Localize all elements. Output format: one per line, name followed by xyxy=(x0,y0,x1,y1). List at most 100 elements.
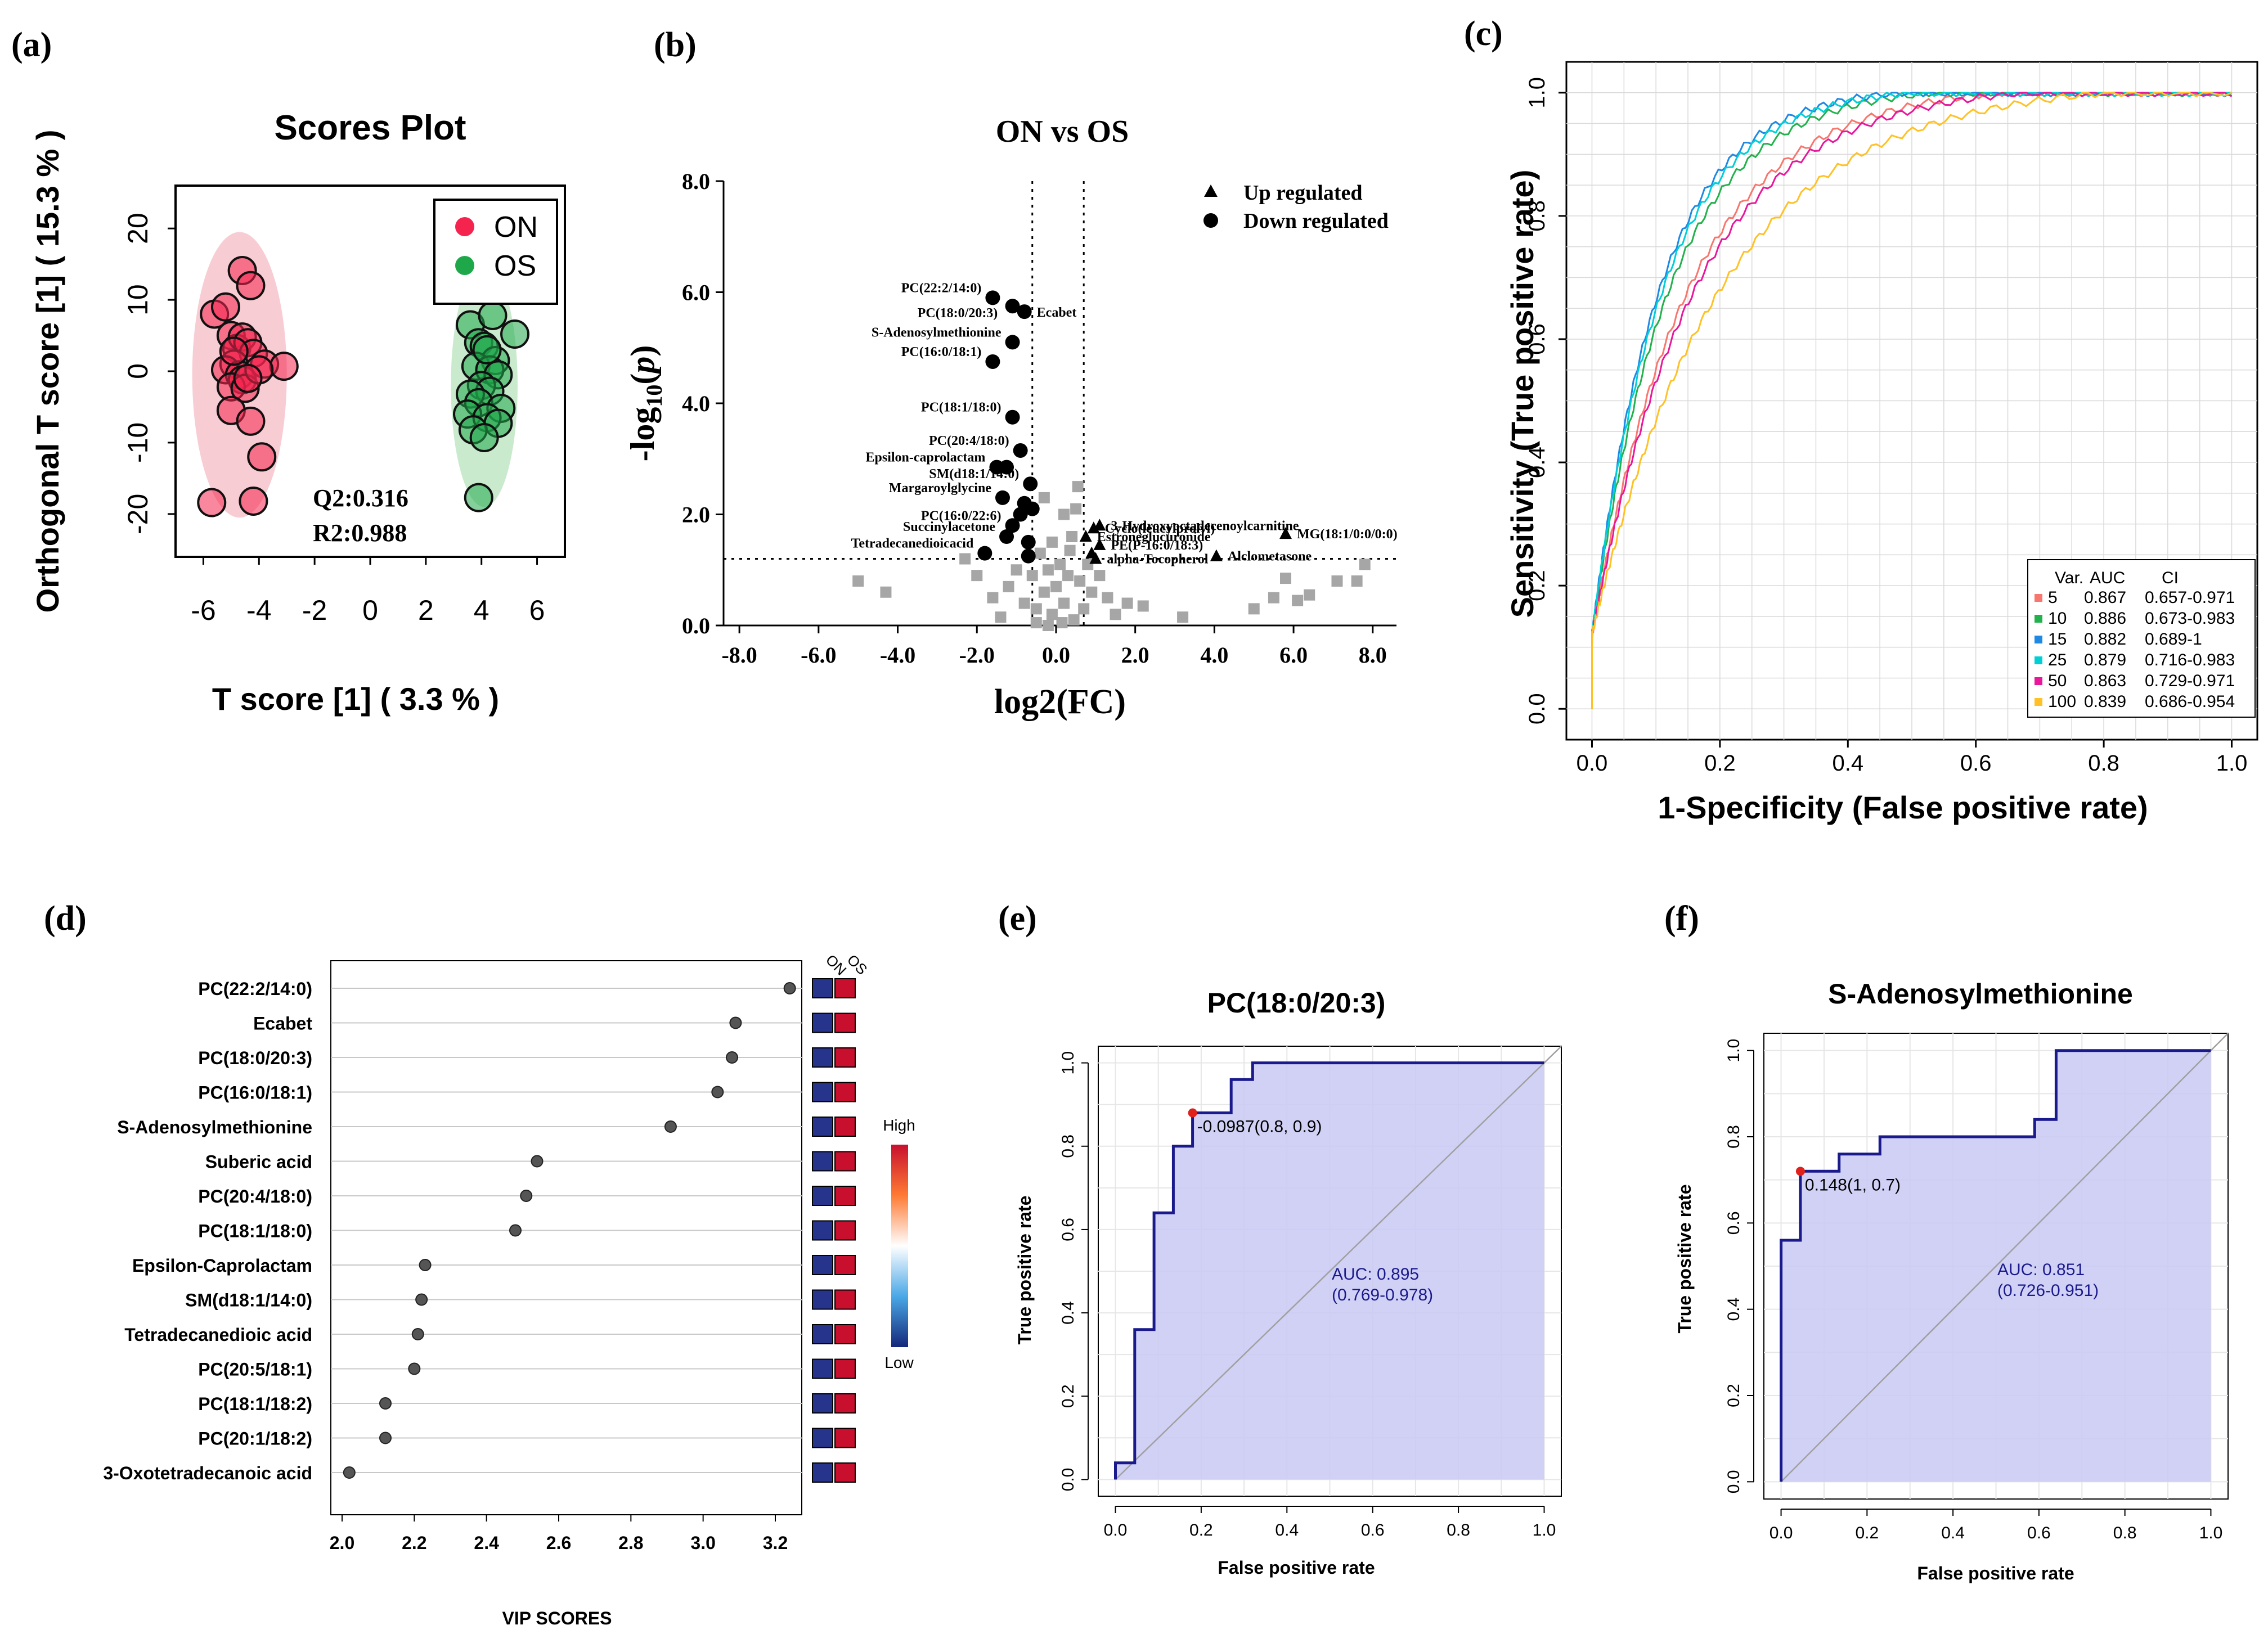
y-tick-label: 0.8 xyxy=(1059,1135,1077,1158)
y-tick-label: 20 xyxy=(122,213,154,244)
legend-os-marker xyxy=(455,256,474,275)
ns-point xyxy=(1070,503,1082,515)
y-tick-label: 10 xyxy=(122,284,154,316)
roc-curve-var-50 xyxy=(1591,92,2233,709)
legend-header-auc: AUC xyxy=(2090,569,2125,587)
heatmap-cell-os xyxy=(834,1047,856,1068)
metabolite-label: PC(22:2/14:0) xyxy=(198,979,312,999)
y-tick-label: -10 xyxy=(122,422,154,463)
down-point-label: S-Adenosylmethionine xyxy=(872,325,1001,340)
roc-curve xyxy=(1114,1061,1544,1480)
metabolite-label: Tetradecanedioic acid xyxy=(124,1325,312,1345)
metabolite-label: PC(20:1/18:2) xyxy=(198,1429,312,1449)
ns-point xyxy=(1268,592,1279,604)
legend-swatch-var-100 xyxy=(2035,698,2042,706)
roc-diagonal xyxy=(1780,1033,2229,1483)
score-point-os xyxy=(478,301,508,330)
x-tick-label: 1.0 xyxy=(2199,1524,2223,1542)
y-tick-label: 0.8 xyxy=(1724,1125,1743,1149)
x-tick-label: 0.6 xyxy=(1361,1521,1385,1540)
ns-point xyxy=(1094,570,1106,582)
panel-label-e: (e) xyxy=(998,899,1037,938)
metabolite-label: Suberic acid xyxy=(205,1152,312,1172)
legend-down-label: Down regulated xyxy=(1243,209,1389,233)
up-regulated-point xyxy=(1093,538,1106,550)
heatmap-cell-os xyxy=(834,1082,856,1102)
legend-header-ci: CI xyxy=(2162,569,2179,587)
scores-legend: ON OS xyxy=(433,199,558,305)
heatmap-cell-on xyxy=(812,1151,833,1172)
legend-var: 15 xyxy=(2048,630,2067,649)
ns-point xyxy=(1359,559,1371,570)
x-tick-label: 0.2 xyxy=(1189,1521,1213,1540)
vip-point xyxy=(726,1051,738,1064)
up-regulated-point xyxy=(1093,519,1106,531)
heatmap-cell-on xyxy=(812,1358,833,1379)
legend-ci: 0.686-0.954 xyxy=(2145,692,2235,711)
y-tick-label: 0.4 xyxy=(1724,1298,1743,1321)
x-tick-label: -8.0 xyxy=(721,642,757,668)
metabolite-label: PC(18:1/18:0) xyxy=(198,1221,312,1241)
heatmap-cell-os xyxy=(834,1462,856,1483)
score-point-on xyxy=(210,292,240,322)
heatmap-cell-on xyxy=(812,1393,833,1414)
vip-point xyxy=(711,1086,724,1099)
scores-plot-title: Scores Plot xyxy=(274,109,466,147)
down-point-label: Margaroylglycine xyxy=(889,481,992,496)
down-point-label: Ecabet xyxy=(1037,305,1077,320)
metabolite-label: PC(20:4/18:0) xyxy=(198,1186,312,1207)
metabolite-label: 3-Oxotetradecanoic acid xyxy=(103,1463,312,1483)
multi-roc-y-label: Sensitivity (True positive rate) xyxy=(1504,170,1540,618)
up-regulated-point xyxy=(1079,530,1092,542)
up-point-label: PE(P-16:0/18:3) xyxy=(1111,538,1203,553)
legend-ci: 0.716-0.983 xyxy=(2145,651,2235,669)
down-regulated-point xyxy=(1023,476,1038,492)
heatmap-cell-on xyxy=(812,1220,833,1241)
heatmap-cell-on xyxy=(812,978,833,998)
heatmap-cell-os xyxy=(834,1255,856,1275)
ns-point xyxy=(1078,603,1090,615)
score-point-os xyxy=(472,335,502,364)
legend-up-label: Up regulated xyxy=(1243,181,1362,205)
down-point-label: PC(16:0/18:1) xyxy=(901,345,982,359)
metabolite-label: Ecabet xyxy=(253,1014,312,1034)
down-point-label: PC(22:2/14:0) xyxy=(901,281,982,295)
ns-point xyxy=(1030,617,1042,629)
x-tick-label: 6.0 xyxy=(1279,642,1308,668)
y-tick-label: 0 xyxy=(122,363,154,379)
volcano-title: ON vs OS xyxy=(996,114,1129,149)
x-tick-label: 2.6 xyxy=(546,1533,571,1553)
legend-ci: 0.729-0.971 xyxy=(2145,672,2235,690)
panel-label-d: (d) xyxy=(44,899,87,938)
down-regulated-point xyxy=(985,290,1000,305)
ns-point xyxy=(1056,617,1068,629)
heatmap-cell-os xyxy=(834,978,856,998)
r2-annotation: R2:0.988 xyxy=(313,519,407,547)
x-tick-label: 0.4 xyxy=(1275,1521,1299,1540)
y-tick-label: 0.0 xyxy=(1059,1468,1077,1492)
y-tick-label: 0.2 xyxy=(1724,1384,1743,1407)
cutoff-label: 0.148(1, 0.7) xyxy=(1805,1176,1901,1194)
ns-point xyxy=(1066,531,1078,542)
heatmap-cell-os xyxy=(834,1012,856,1033)
x-tick-label: 0 xyxy=(362,595,378,626)
ns-point xyxy=(1280,573,1292,584)
legend-up-marker xyxy=(1204,184,1218,197)
down-regulated-point xyxy=(1005,518,1020,533)
heatmap-cell-on xyxy=(812,1289,833,1310)
x-tick-label: 1.0 xyxy=(2216,751,2248,776)
colorbar-low-label: Low xyxy=(884,1354,914,1371)
roc-curve xyxy=(1780,1049,2211,1482)
up-regulated-point xyxy=(1089,552,1102,564)
scores-x-label: T score [1] ( 3.3 % ) xyxy=(212,681,499,717)
x-tick-label: -4 xyxy=(246,595,271,626)
roc-e-auc: AUC: 0.895 xyxy=(1332,1265,1419,1284)
x-tick-label: 0.2 xyxy=(1855,1524,1879,1542)
ns-point xyxy=(1137,600,1149,612)
y-tick-label: 0.4 xyxy=(1525,447,1550,478)
heatmap-cell-on xyxy=(812,1428,833,1448)
panel-b: (b) ON vs OS PC(22:2/14:0) PC(18:0/20:3) S… xyxy=(624,26,1398,721)
ns-point xyxy=(1038,586,1050,598)
ns-point xyxy=(1042,564,1054,576)
